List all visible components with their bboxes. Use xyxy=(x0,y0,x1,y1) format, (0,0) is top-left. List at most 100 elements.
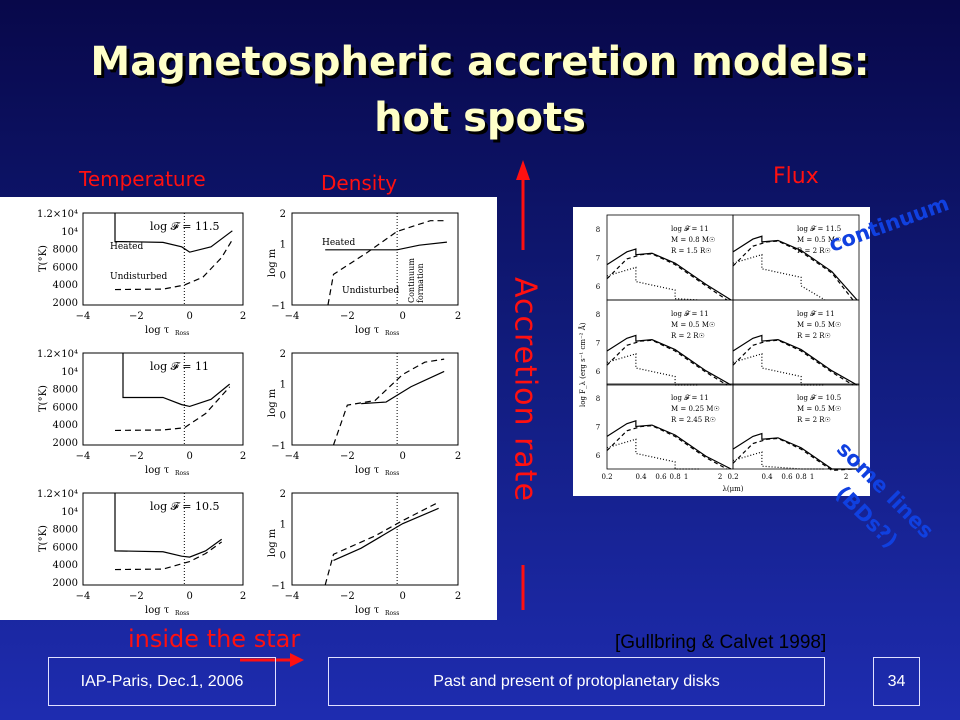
x-tick-label: −2 xyxy=(340,451,355,462)
x-tick-label: −4 xyxy=(76,311,91,322)
hot-spot-curve xyxy=(606,266,699,301)
dens-xlabel: log τ xyxy=(355,325,380,336)
temp-xlabel-sub: Ross xyxy=(175,610,189,617)
hot-spot-curve xyxy=(606,353,699,386)
x-tick-label: 2 xyxy=(455,451,461,462)
panel-parameter-label: M = 0.5 M☉ xyxy=(797,236,841,244)
x-tick-label: 0.8 xyxy=(796,473,807,481)
dens-ylabel: log m xyxy=(267,248,278,277)
temp-tick-label: 1.2×10⁴ xyxy=(37,209,78,220)
undisturbed-temperature-curve xyxy=(114,239,233,291)
undisturbed-label: Undisturbed xyxy=(342,286,399,296)
y-tick-label: 8 xyxy=(596,395,600,403)
panel-parameter-label: R = 2 R☉ xyxy=(671,332,705,340)
heated-temperature-curve xyxy=(114,493,223,558)
flux-panel-frame xyxy=(606,299,734,386)
x-tick-label: −4 xyxy=(285,311,300,322)
footer-talk-title: Past and present of protoplanetary disks xyxy=(328,657,825,706)
total-flux-curve xyxy=(732,334,858,386)
temp-ylabel: T(°K) xyxy=(38,385,49,412)
temp-xlabel-sub: Ross xyxy=(175,330,189,337)
flux-panel: log 𝓕 = 11 M = 0.8 M☉ R = 1.5 R☉ 8 7 6 xyxy=(596,214,734,301)
density-plot-frame xyxy=(291,492,459,586)
dens-ylabel: log m xyxy=(267,388,278,417)
x-tick-label: 2 xyxy=(240,311,246,322)
flux-panel: log 𝓕 = 11 M = 0.25 M☉ R = 2.45 R☉ 8 7 6 0.2 0.… xyxy=(596,383,734,481)
x-tick-label: 0.8 xyxy=(670,473,681,481)
flux-xlabel: λ(μm) xyxy=(722,485,743,493)
panel-parameter-label: M = 0.5 M☉ xyxy=(671,321,715,329)
dens-tick-label: 0 xyxy=(280,550,286,561)
x-tick-label: 0.6 xyxy=(781,473,793,481)
x-tick-label: 0 xyxy=(399,591,405,602)
x-tick-label: 2 xyxy=(455,591,461,602)
x-tick-label: 0 xyxy=(399,451,405,462)
figure-row: 1.2×10⁴ 10⁴ 8000 6000 4000 2000 T(°K) −4 −4 −2 −2 0… xyxy=(37,349,461,477)
panel-parameter-label: R = 2 R☉ xyxy=(797,416,831,424)
slide-title-line1: Magnetospheric accretion models: xyxy=(90,39,870,85)
photosphere-curve xyxy=(732,437,854,472)
temp-tick-label: 2000 xyxy=(53,438,78,449)
y-tick-label: 7 xyxy=(596,340,600,348)
temp-tick-label: 6000 xyxy=(53,542,78,553)
slide-title-line2: hot spots xyxy=(374,95,586,141)
temp-tick-label: 8000 xyxy=(53,525,78,536)
temp-tick-label: 1.2×10⁴ xyxy=(37,349,78,360)
panel-parameter-label: R = 2 R☉ xyxy=(797,247,831,255)
y-tick-label: 6 xyxy=(596,283,601,291)
photosphere-curve xyxy=(732,240,854,301)
x-tick-label: 0 xyxy=(186,591,192,602)
flux-panel: log 𝓕 = 11 M = 0.5 M☉ R = 2 R☉ 8 7 6 xyxy=(596,299,734,386)
undisturbed-density-curve xyxy=(324,501,439,586)
flux-panel-frame xyxy=(606,383,734,470)
x-tick-label: 0.4 xyxy=(635,473,647,481)
panel-parameter-label: log 𝓕 = 11 xyxy=(671,310,709,318)
undisturbed-label: Undisturbed xyxy=(110,272,167,282)
x-tick-label: −2 xyxy=(340,591,355,602)
y-tick-label: 6 xyxy=(596,368,601,376)
footer-event: IAP-Paris, Dec.1, 2006 xyxy=(48,657,276,706)
y-tick-label: 8 xyxy=(596,226,600,234)
density-plot-frame xyxy=(291,352,459,446)
heated-temperature-curve xyxy=(114,213,233,253)
dens-xlabel-sub: Ross xyxy=(385,470,399,477)
panel-parameter-label: log 𝓕 = 11 xyxy=(671,394,709,402)
y-tick-label: 7 xyxy=(596,255,600,263)
dens-xlabel: log τ xyxy=(355,605,380,616)
x-tick-label: 0.4 xyxy=(761,473,773,481)
flux-panel-frame xyxy=(606,214,734,301)
temp-tick-label: 10⁴ xyxy=(61,507,78,518)
footer-page-number: 34 xyxy=(873,657,920,706)
panel-parameter-label: M = 0.8 M☉ xyxy=(671,236,715,244)
flux-level-label: log 𝓕 = 11.5 xyxy=(150,220,220,233)
x-tick-label: 1 xyxy=(810,473,814,481)
dens-xlabel-sub: Ross xyxy=(385,330,399,337)
temp-tick-label: 10⁴ xyxy=(61,227,78,238)
temperature-plot-frame xyxy=(82,492,244,586)
x-tick-label: 0.2 xyxy=(727,473,738,481)
footer-talk-title-text: Past and present of protoplanetary disks xyxy=(433,672,720,690)
flux-level-label: log 𝓕 = 11 xyxy=(150,360,209,373)
heated-density-curve xyxy=(333,507,439,562)
dens-tick-label: 2 xyxy=(280,349,286,360)
panel-parameter-label: log 𝓕 = 10.5 xyxy=(797,394,841,402)
accretion-rate-label: Accretion rate xyxy=(507,276,543,503)
flux-label: Flux xyxy=(773,164,819,189)
temp-tick-label: 6000 xyxy=(53,402,78,413)
x-tick-label: 0.6 xyxy=(655,473,667,481)
temp-tick-label: 4000 xyxy=(53,560,78,571)
panel-parameter-label: R = 1.5 R☉ xyxy=(671,247,712,255)
flux-ylabel: log F_λ (erg s⁻¹ cm⁻² Å) xyxy=(578,322,587,407)
page-number-text: 34 xyxy=(887,672,906,690)
heated-temperature-curve xyxy=(122,353,231,408)
figure-row: 1.2×10⁴ 10⁴ 8000 6000 4000 2000 T(°K) −4 −4 −2 −2 0… xyxy=(37,489,461,617)
total-flux-curve xyxy=(606,334,732,386)
dens-tick-label: −1 xyxy=(271,301,286,312)
x-tick-label: 0 xyxy=(186,451,192,462)
temp-tick-label: 2000 xyxy=(53,298,78,309)
x-tick-label: 1 xyxy=(684,473,688,481)
reference-citation: [Gullbring & Calvet 1998] xyxy=(615,632,827,653)
x-tick-label: 2 xyxy=(718,473,722,481)
x-tick-label: 0 xyxy=(186,311,192,322)
temp-tick-label: 8000 xyxy=(53,385,78,396)
